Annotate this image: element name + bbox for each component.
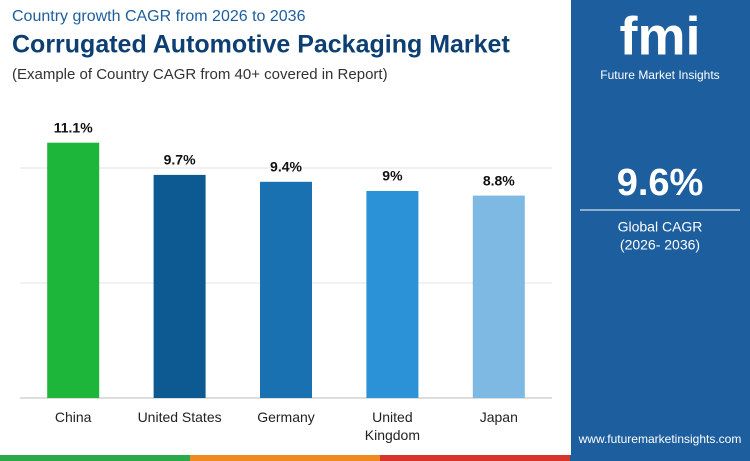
x-tick-label: United Kingdom bbox=[364, 409, 421, 443]
x-tick-label: China bbox=[54, 409, 92, 425]
bar bbox=[472, 195, 525, 398]
x-tick-label: Germany bbox=[257, 409, 315, 425]
website: www.futuremarketinsights.com bbox=[578, 432, 742, 446]
bar bbox=[260, 181, 312, 398]
stripe bbox=[0, 455, 190, 461]
x-tick-label: Japan bbox=[479, 409, 518, 425]
stripe bbox=[570, 455, 750, 461]
logo: fmi bbox=[620, 6, 701, 66]
value-label: 9% bbox=[382, 168, 403, 184]
stripe bbox=[190, 455, 380, 461]
value-label: 9.7% bbox=[164, 152, 196, 168]
stripe bbox=[380, 455, 570, 461]
x-tick-label: United States bbox=[137, 409, 222, 425]
chart-title: Corrugated Automotive Packaging Market bbox=[12, 31, 510, 59]
highlight-label: Global CAGR bbox=[618, 219, 703, 235]
bar bbox=[153, 174, 206, 398]
side-panel bbox=[571, 0, 750, 455]
value-label: 9.4% bbox=[270, 159, 302, 175]
chart-supertitle: Country growth CAGR from 2026 to 2036 bbox=[12, 8, 306, 25]
highlight-period: (2026- 2036) bbox=[620, 237, 700, 253]
value-label: 8.8% bbox=[483, 172, 515, 188]
bar bbox=[366, 191, 419, 398]
highlight-value: 9.6% bbox=[617, 162, 704, 204]
bar bbox=[47, 142, 100, 398]
brand-name: Future Market Insights bbox=[600, 68, 719, 82]
value-label: 11.1% bbox=[54, 119, 93, 135]
chart-subtitle: (Example of Country CAGR from 40+ covere… bbox=[12, 66, 388, 83]
